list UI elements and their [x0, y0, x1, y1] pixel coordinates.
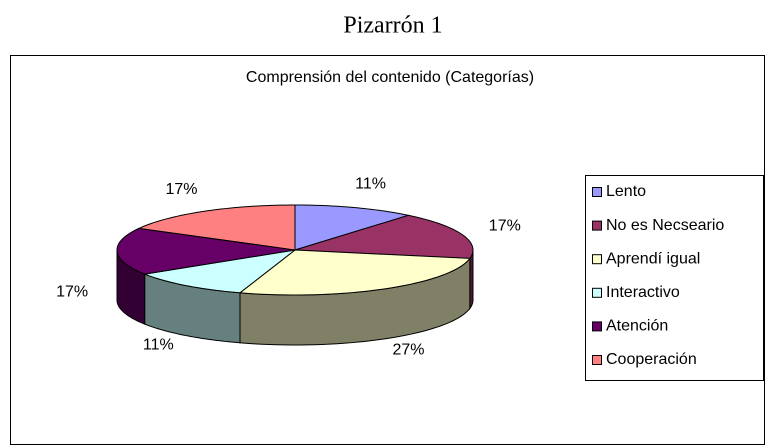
data-label: 17%	[489, 218, 521, 235]
legend-swatch	[592, 254, 602, 265]
data-label: 27%	[393, 341, 425, 358]
data-label: 17%	[165, 181, 197, 198]
data-label: 11%	[143, 337, 174, 354]
slice	[137, 204, 296, 251]
legend-label: Lento	[606, 183, 646, 200]
legend-swatch	[592, 355, 602, 365]
legend-swatch	[592, 187, 602, 197]
slice	[294, 204, 409, 251]
legend-box	[585, 175, 764, 381]
slice	[116, 227, 296, 275]
chart-subtitle: Comprensión del contenido (Categorías)	[246, 69, 534, 86]
slice	[294, 214, 474, 259]
legend-label: Aprendí igual	[606, 250, 700, 267]
legend-label: No es Necseario	[606, 217, 724, 234]
legend-label: Atención	[606, 318, 668, 335]
legend-swatch	[592, 220, 602, 231]
slice	[142, 249, 296, 294]
data-label: 11%	[355, 175, 386, 192]
chart-title: Pizarrón 1	[343, 13, 442, 39]
legend-label: Interactivo	[606, 284, 680, 301]
legend-swatch	[592, 321, 602, 332]
data-label: 17%	[56, 283, 88, 300]
slice	[238, 249, 471, 296]
legend-swatch	[592, 287, 602, 298]
legend-label: Cooperación	[606, 351, 697, 368]
